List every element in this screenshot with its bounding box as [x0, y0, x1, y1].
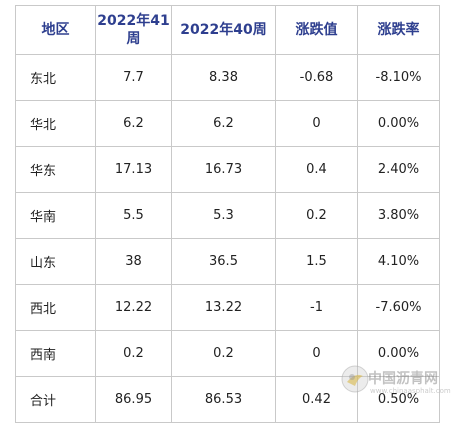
asphalt-data-table: 地区 2022年41周 2022年40周 涨跌值 涨跌率 东北 7.7 8.38…: [15, 5, 440, 423]
cell-change: 0.4: [275, 146, 358, 193]
cell-week-41: 6.2: [95, 100, 172, 147]
table-row: 西北 12.22 13.22 -1 -7.60%: [15, 284, 440, 331]
cell-week-40: 16.73: [171, 146, 276, 193]
table-row: 东北 7.7 8.38 -0.68 -8.10%: [15, 54, 440, 101]
table-header-row: 地区 2022年41周 2022年40周 涨跌值 涨跌率: [15, 5, 440, 55]
cell-rate: 2.40%: [357, 146, 440, 193]
cell-change: 1.5: [275, 238, 358, 285]
cell-region: 华东: [15, 146, 96, 193]
cell-week-41: 86.95: [95, 376, 172, 423]
header-region: 地区: [15, 5, 96, 55]
cell-change: 0.2: [275, 192, 358, 239]
header-week-40: 2022年40周: [171, 5, 276, 55]
header-week-41: 2022年41周: [95, 5, 172, 55]
cell-rate: -7.60%: [357, 284, 440, 331]
watermark: 中国沥青网 www.chinaasphalt.com: [340, 362, 451, 402]
cell-region: 华北: [15, 100, 96, 147]
table-row: 华东 17.13 16.73 0.4 2.40%: [15, 146, 440, 193]
cell-week-41: 17.13: [95, 146, 172, 193]
header-change: 涨跌值: [275, 5, 358, 55]
cell-change: -0.68: [275, 54, 358, 101]
cell-week-40: 6.2: [171, 100, 276, 147]
cell-week-40: 8.38: [171, 54, 276, 101]
asphalt-logo-icon: [341, 365, 369, 393]
cell-week-40: 36.5: [171, 238, 276, 285]
cell-week-40: 13.22: [171, 284, 276, 331]
cell-region: 东北: [15, 54, 96, 101]
cell-week-41: 0.2: [95, 330, 172, 377]
cell-week-41: 12.22: [95, 284, 172, 331]
table-row: 华南 5.5 5.3 0.2 3.80%: [15, 192, 440, 239]
data-table-container: 地区 2022年41周 2022年40周 涨跌值 涨跌率 东北 7.7 8.38…: [15, 5, 440, 423]
cell-week-40: 86.53: [171, 376, 276, 423]
header-rate: 涨跌率: [357, 5, 440, 55]
cell-week-40: 5.3: [171, 192, 276, 239]
cell-rate: 3.80%: [357, 192, 440, 239]
cell-region: 合计: [15, 376, 96, 423]
cell-week-41: 7.7: [95, 54, 172, 101]
cell-week-41: 5.5: [95, 192, 172, 239]
cell-change: -1: [275, 284, 358, 331]
cell-rate: 0.00%: [357, 100, 440, 147]
cell-rate: 0.00%: [357, 330, 440, 377]
cell-rate: 4.10%: [357, 238, 440, 285]
cell-region: 山东: [15, 238, 96, 285]
cell-change: 0: [275, 100, 358, 147]
watermark-url: www.chinaasphalt.com: [370, 387, 451, 395]
cell-region: 西北: [15, 284, 96, 331]
cell-week-40: 0.2: [171, 330, 276, 377]
cell-change: 0: [275, 330, 358, 377]
cell-rate: -8.10%: [357, 54, 440, 101]
watermark-text: 中国沥青网: [368, 371, 438, 387]
table-row: 西南 0.2 0.2 0 0.00%: [15, 330, 440, 377]
cell-region: 华南: [15, 192, 96, 239]
table-row: 华北 6.2 6.2 0 0.00%: [15, 100, 440, 147]
cell-week-41: 38: [95, 238, 172, 285]
cell-region: 西南: [15, 330, 96, 377]
table-row: 山东 38 36.5 1.5 4.10%: [15, 238, 440, 285]
